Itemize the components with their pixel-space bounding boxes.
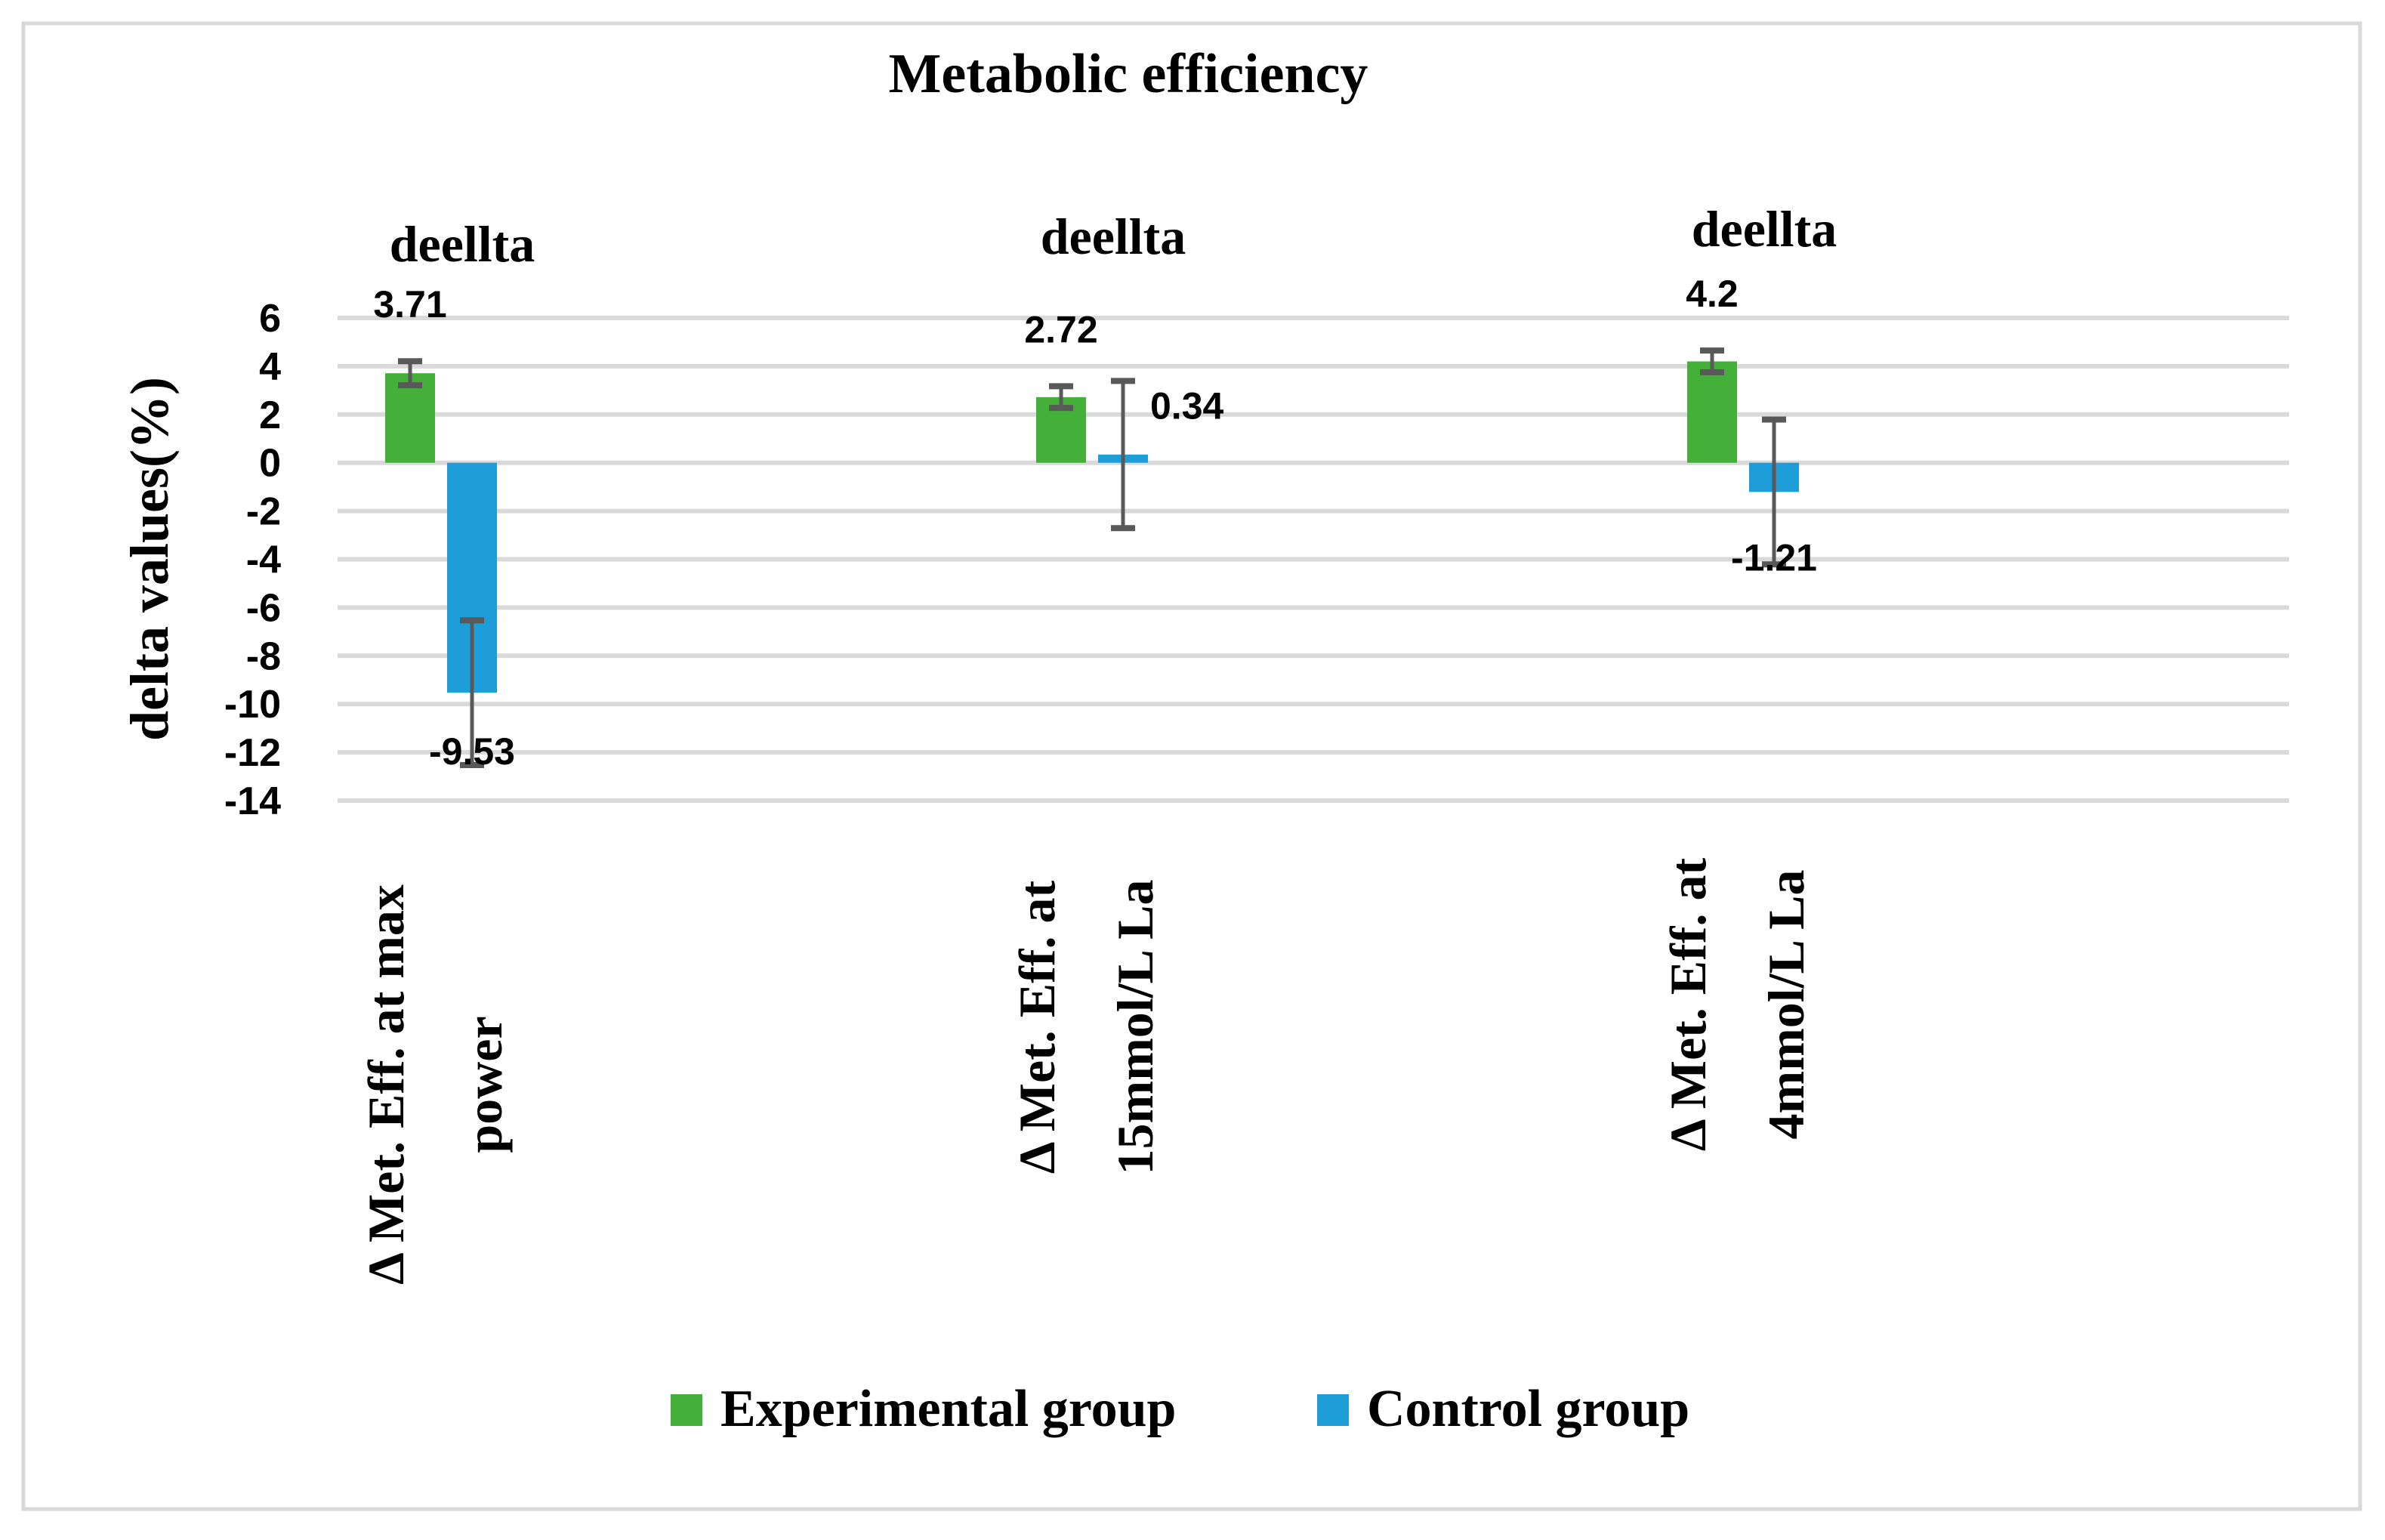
y-tick-label: -14 <box>224 779 281 823</box>
bar-experimental-2 <box>1687 361 1737 463</box>
legend-swatch-experimental <box>671 1394 702 1426</box>
y-tick-label: -2 <box>246 490 281 534</box>
data-label: -1.21 <box>1731 536 1817 579</box>
y-tick-label: 0 <box>259 442 281 486</box>
legend-label: Experimental group <box>720 1380 1176 1438</box>
legend-label: Control group <box>1367 1380 1689 1438</box>
y-tick-label: -4 <box>246 539 281 582</box>
category-label: Δ Met. Eff. at max <box>357 884 415 1285</box>
data-labels: 3.71 2.72 4.2 -9.53 0.34 -1.21 <box>373 273 1817 773</box>
group-annotations: deellta deellta deellta <box>390 200 1837 273</box>
legend: Experimental group Control group <box>671 1380 1689 1438</box>
gridlines <box>338 316 2289 803</box>
y-tick-label: -10 <box>224 683 281 727</box>
category-label: power <box>455 1016 513 1153</box>
category-label: 4mmol/L La <box>1757 869 1815 1139</box>
y-tick-labels: 642 0-2 -4-6-8 -10-12-14 <box>224 297 281 823</box>
y-tick-label: -12 <box>224 731 281 775</box>
data-label: 4.2 <box>1686 273 1739 315</box>
data-label: 2.72 <box>1024 308 1097 350</box>
y-axis-label: delta values(%) <box>119 377 180 741</box>
data-label: 0.34 <box>1150 384 1224 427</box>
y-tick-label: -6 <box>246 586 281 630</box>
chart-border <box>21 21 2362 1511</box>
error-bars <box>398 347 1786 769</box>
category-label: Δ Met. Eff. at <box>1008 881 1066 1174</box>
data-label: 3.71 <box>373 283 446 326</box>
legend-swatch-control <box>1317 1394 1349 1426</box>
category-labels: Δ Met. Eff. at max power Δ Met. Eff. at 15m… <box>357 858 1815 1285</box>
group-annotation: deellta <box>390 215 535 273</box>
chart-title: Metabolic efficiency <box>889 43 1368 105</box>
category-label: Δ Met. Eff. at <box>1659 858 1717 1152</box>
group-annotation: deellta <box>1692 200 1837 258</box>
data-label: -9.53 <box>429 730 515 773</box>
y-tick-label: 4 <box>259 345 281 389</box>
y-tick-label: 2 <box>259 393 281 437</box>
y-tick-label: 6 <box>259 297 281 341</box>
category-label: 15mmol/L La <box>1106 879 1164 1174</box>
group-annotation: deellta <box>1041 208 1186 265</box>
y-tick-label: -8 <box>246 634 281 678</box>
